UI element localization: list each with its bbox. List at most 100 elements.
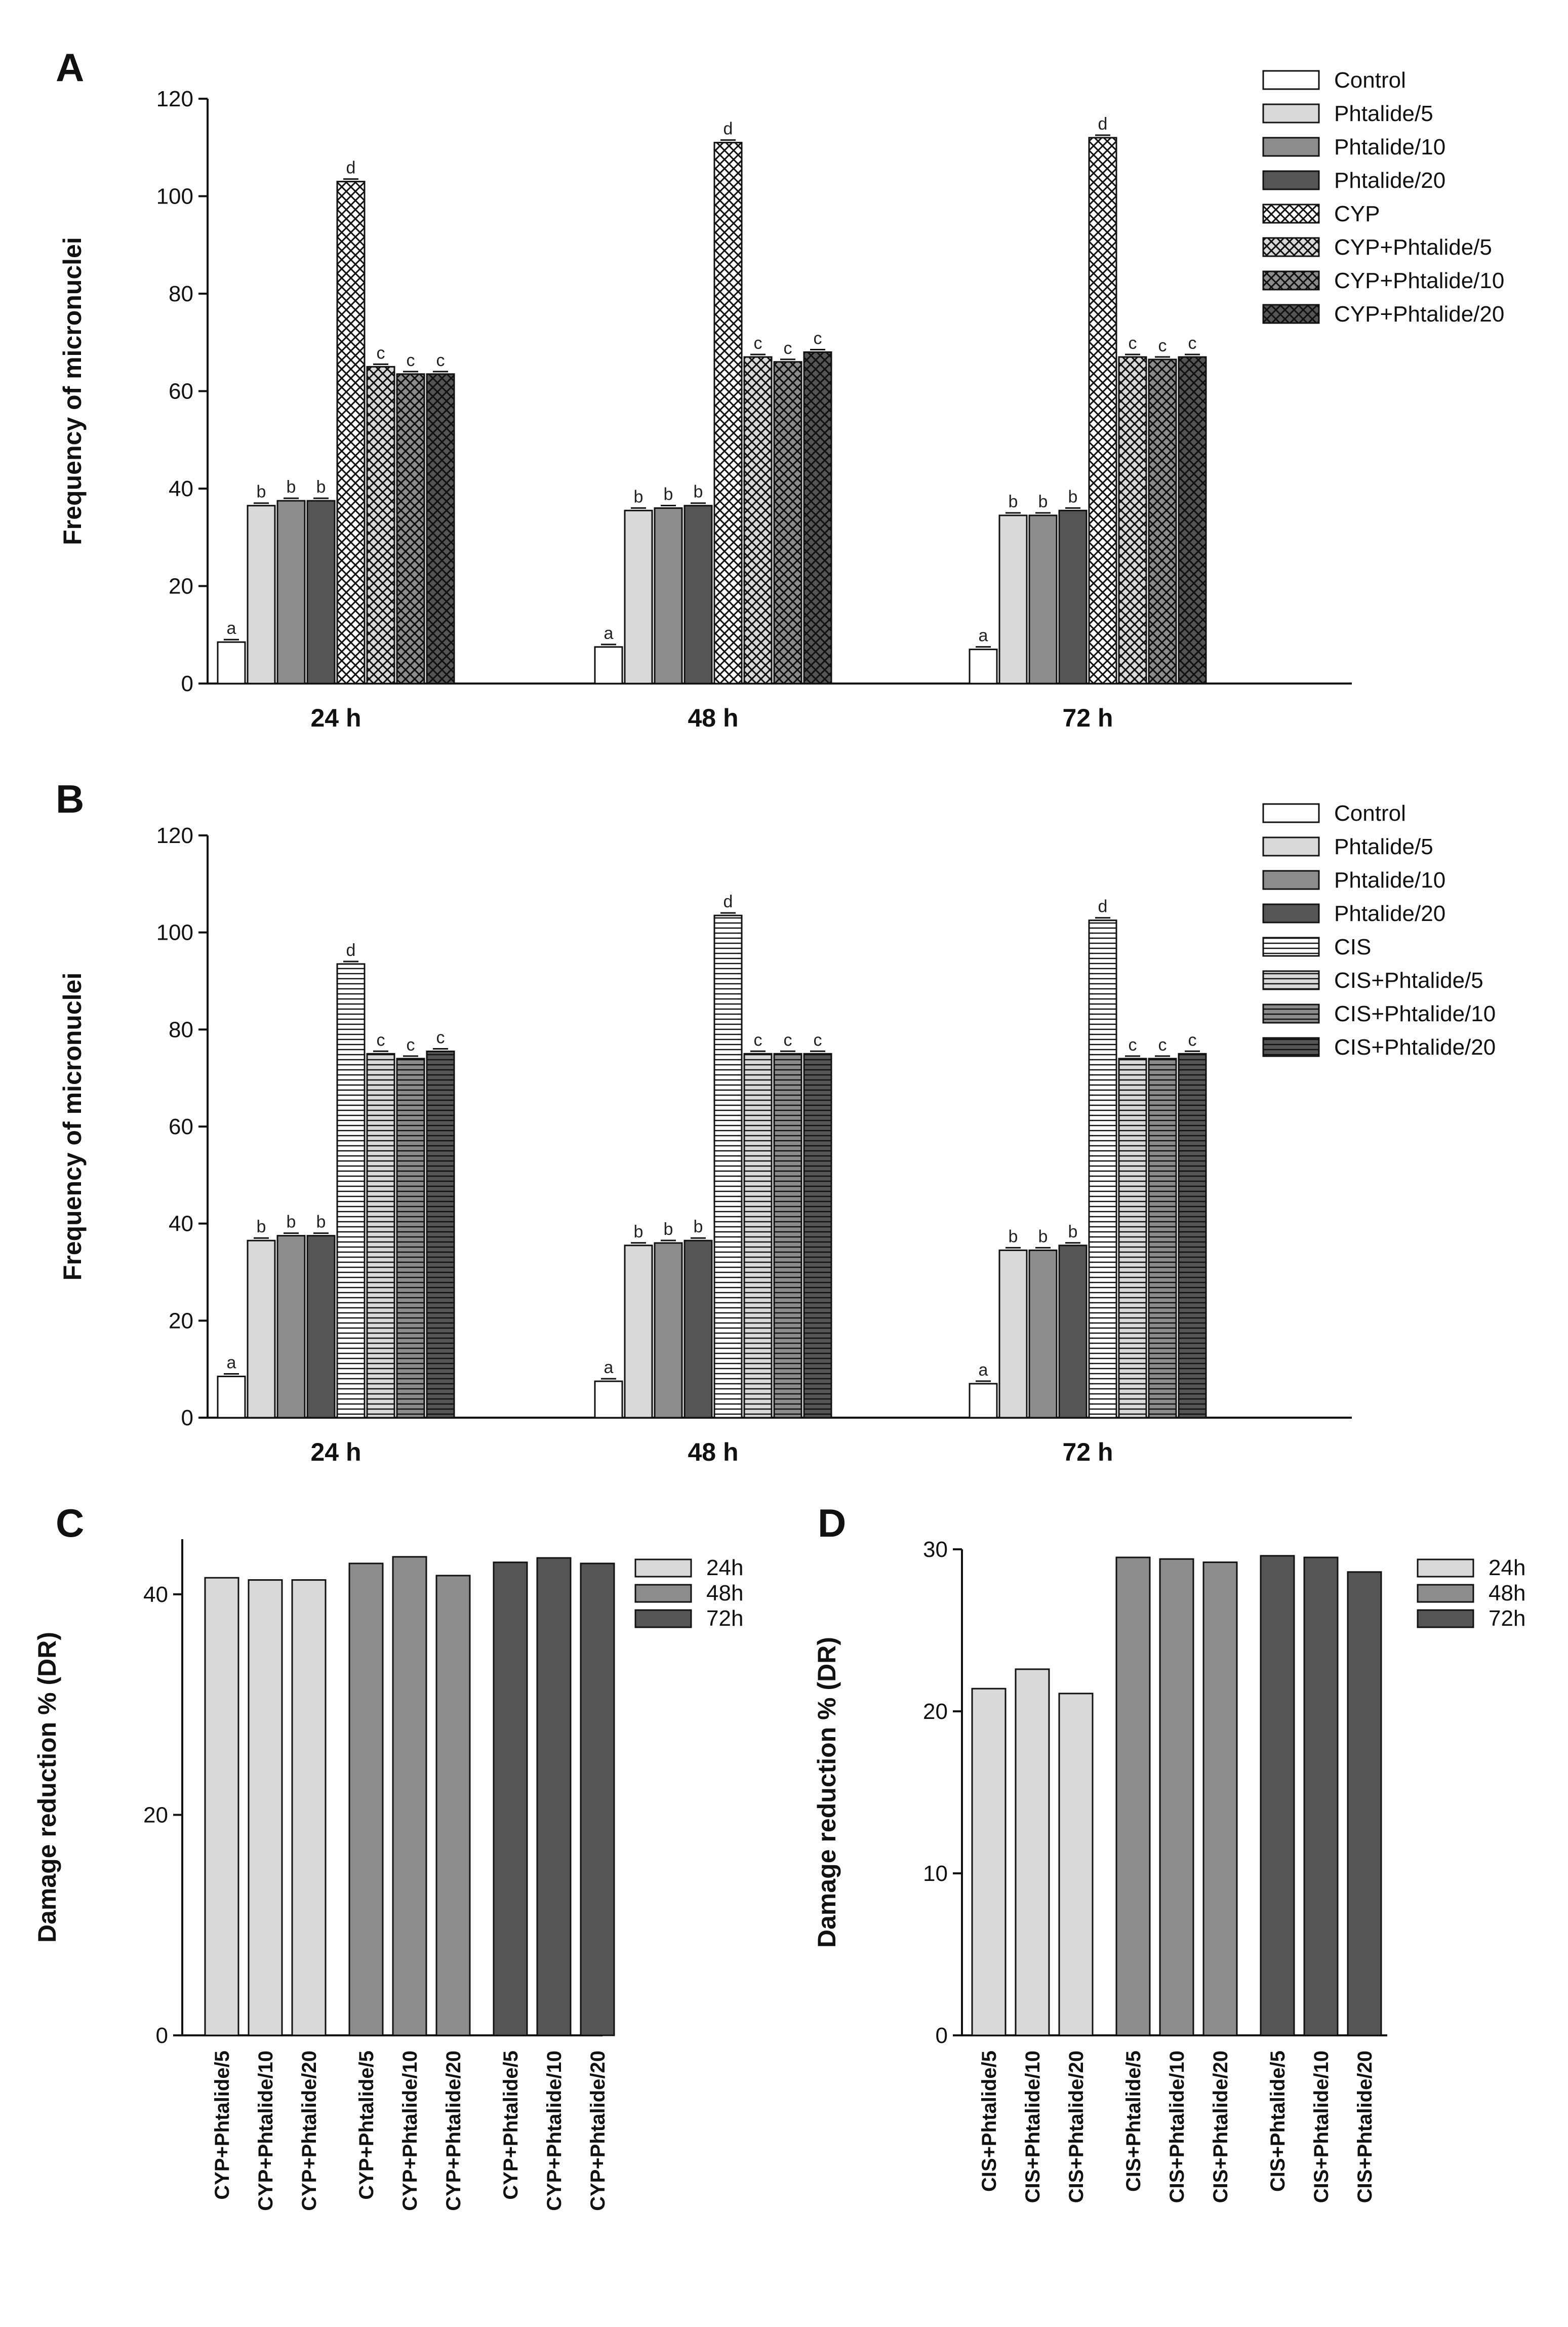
- significance-letter: c: [436, 1028, 445, 1047]
- significance-letter: c: [1158, 336, 1167, 355]
- legend-label: CYP+Phtalide/10: [1334, 268, 1504, 293]
- x-category-label: CIS+Phtalide/5: [1267, 2051, 1289, 2192]
- bar-Phtalide/10-72 h: [1028, 514, 1058, 685]
- significance-letter: b: [1038, 1227, 1048, 1246]
- bar-Phtalide/10-48 h: [654, 507, 683, 685]
- x-category-label: CIS+Phtalide/20: [1065, 2051, 1088, 2203]
- x-category-label: CIS+Phtalide/10: [1166, 2051, 1188, 2203]
- significance-letter: b: [287, 1213, 296, 1232]
- bar-Control-24 h: [217, 641, 246, 685]
- legend-swatch-Phtalide/10: [1262, 137, 1320, 157]
- y-tick-label: 100: [156, 184, 193, 209]
- bar-CIS+Phtalide/20-24 h-stripes: [427, 1051, 454, 1418]
- x-group-label: 48 h: [688, 704, 738, 732]
- bar-CIS+Phtalide/5-48 h-stripes: [744, 1054, 772, 1418]
- legend-label: Control: [1334, 68, 1406, 93]
- y-tick-label: 20: [169, 574, 193, 599]
- y-tick-label: 0: [181, 1406, 193, 1430]
- y-tick-label: 60: [169, 379, 193, 404]
- bar-CYP-72 h-hatch: [1089, 138, 1116, 684]
- bar-CIS-48 h-stripes: [714, 915, 742, 1418]
- significance-letter: b: [1009, 1227, 1018, 1246]
- legend-swatch-Control: [1262, 70, 1320, 90]
- legend-swatch-Phtalide/5: [1262, 836, 1320, 857]
- legend-label: 24h: [706, 1555, 743, 1580]
- bar-24h-1: [248, 1579, 283, 2036]
- x-category-label: CYP+Phtalide/20: [587, 2051, 609, 2211]
- legend-label: CIS: [1334, 935, 1371, 959]
- significance-letter: d: [346, 158, 356, 178]
- y-tick-label: 120: [156, 823, 193, 848]
- legend-swatch-24h: [1417, 1558, 1474, 1578]
- bar-Phtalide/10-24 h: [276, 1235, 306, 1419]
- legend-a: Control Phtalide/5 Phtalide/10 Phtalide/20 C…: [1262, 68, 1504, 327]
- significance-letter: c: [1188, 1030, 1197, 1050]
- bar-Control-72 h: [969, 649, 998, 685]
- bar-CIS+Phtalide/10-24 h-stripes: [397, 1058, 424, 1418]
- bar-Phtalide/20-72 h: [1058, 1245, 1088, 1419]
- x-category-label: CYP+Phtalide/10: [399, 2051, 421, 2211]
- bar-CIS+Phtalide/10-48 h-stripes: [774, 1054, 801, 1418]
- legend-label: CYP+Phtalide/5: [1334, 235, 1492, 260]
- y-tick-label: 10: [923, 1861, 948, 1886]
- bar-Phtalide/20-48 h: [684, 505, 713, 685]
- legend-swatch-48h: [1417, 1584, 1474, 1603]
- bar-48h-1: [392, 1556, 427, 2036]
- y-axis-title: Frequency of micronuclei: [58, 237, 87, 545]
- bar-24h-2: [291, 1579, 327, 2036]
- bar-CYP+Phtalide/20-48 h-hatch: [804, 352, 831, 684]
- y-tick-label: 80: [169, 282, 193, 306]
- y-axis-title: Frequency of micronuclei: [58, 973, 87, 1280]
- significance-letter: b: [664, 1220, 673, 1239]
- legend-label: 48h: [1489, 1581, 1525, 1606]
- y-tick-label: 40: [169, 1212, 193, 1236]
- bar-CIS+Phtalide/5-72 h-stripes: [1119, 1058, 1146, 1418]
- bar-48h-0: [1115, 1556, 1151, 2036]
- x-category-label: CYP+Phtalide/10: [543, 2051, 566, 2211]
- bar-Phtalide/10-72 h: [1028, 1249, 1058, 1419]
- significance-letter: d: [723, 892, 733, 911]
- legend-swatch-24h: [634, 1558, 692, 1578]
- significance-letter: c: [436, 351, 445, 370]
- legend-label: Phtalide/5: [1334, 101, 1433, 126]
- legend-label: Control: [1334, 801, 1406, 826]
- bar-72h-1: [1303, 1556, 1339, 2036]
- significance-letter: a: [979, 1360, 988, 1380]
- panel-a: A 0 20 40 60 80 100 120 Frequency of micronuclei…: [56, 45, 1504, 732]
- bar-Phtalide/20-24 h: [306, 1235, 336, 1419]
- x-group-label: 24 h: [310, 704, 361, 732]
- bar-Phtalide/20-72 h: [1058, 509, 1088, 685]
- significance-letter: c: [377, 343, 385, 363]
- y-tick-label: 0: [936, 2023, 948, 2048]
- x-category-label: CYP+Phtalide/5: [500, 2051, 522, 2200]
- x-group-label: 72 h: [1062, 704, 1113, 732]
- x-category-label: CIS+Phtalide/5: [1122, 2051, 1145, 2192]
- x-category-label: CYP+Phtalide/20: [298, 2051, 320, 2211]
- bar-CYP+Phtalide/20-72 h-hatch: [1179, 357, 1206, 684]
- bar-Control-48 h: [594, 1380, 623, 1419]
- bar-Control-24 h: [217, 1376, 246, 1419]
- legend-swatch-CIS+Phtalide/20-stripes: [1263, 1038, 1319, 1056]
- panel-letter-d: D: [818, 1501, 846, 1545]
- significance-letter: c: [407, 351, 415, 370]
- bar-CYP+Phtalide/5-72 h-hatch: [1119, 357, 1146, 684]
- significance-letter: c: [814, 329, 822, 348]
- legend-swatch-48h: [634, 1584, 692, 1603]
- bar-24h-0: [204, 1577, 239, 2036]
- x-category-label: CYP+Phtalide/20: [443, 2051, 465, 2211]
- significance-letter: b: [257, 483, 266, 502]
- bar-72h-2: [1347, 1571, 1382, 2036]
- significance-letter: d: [1098, 114, 1108, 134]
- significance-letter: c: [1129, 1035, 1137, 1055]
- legend-swatch-72h: [1417, 1609, 1474, 1628]
- legend-label: Phtalide/10: [1334, 135, 1445, 159]
- panel-c: C 0 20 40 Damage reduction % (DR) CYP+Phtalid…: [33, 1501, 743, 2211]
- legend-swatch-72h: [634, 1609, 692, 1628]
- significance-letter: b: [316, 477, 326, 497]
- legend-label: CIS+Phtalide/20: [1334, 1035, 1496, 1060]
- significance-letter: b: [1068, 1222, 1078, 1241]
- legend-swatch-Phtalide/20: [1262, 903, 1320, 924]
- legend-swatch-CIS-stripes: [1263, 938, 1319, 956]
